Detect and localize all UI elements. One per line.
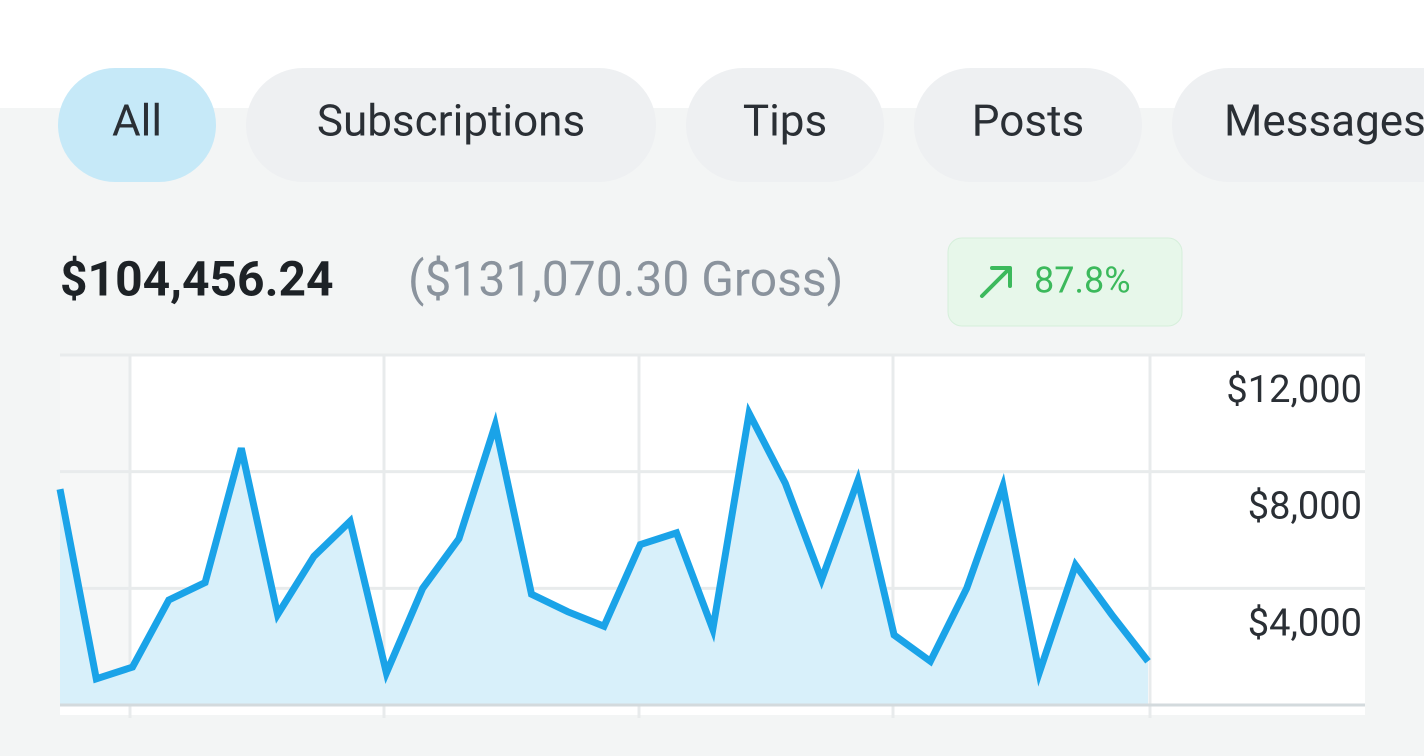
tab-label[interactable]: Messages (1224, 95, 1424, 147)
tab-label[interactable]: Tips (743, 95, 827, 147)
y-tick-label: $4,000 (1248, 601, 1362, 645)
plot: $4,000 $8,000 $12,000 (56, 353, 1365, 705)
tab-label[interactable]: Posts (972, 95, 1084, 147)
line (56, 402, 1151, 687)
tab-chip[interactable] (914, 68, 1142, 182)
area (60, 413, 1148, 705)
trend-icon (980, 266, 1012, 298)
tab-chip[interactable] (246, 68, 656, 182)
tab-chip[interactable] (58, 68, 216, 182)
tab-bar: All Subscriptions Tips Posts Messages (58, 68, 1424, 182)
tab-chip[interactable] (686, 68, 884, 182)
change-percent: 87.8% (1034, 260, 1131, 302)
y-tick-label: $8,000 (1248, 485, 1362, 529)
tab-chip[interactable] (1172, 68, 1424, 182)
net-total: $104,456.24 (60, 251, 334, 308)
change-badge (947, 237, 1183, 327)
tab-label[interactable]: All (112, 95, 162, 147)
tab-label[interactable]: Subscriptions (317, 95, 585, 147)
y-tick-label: $12,000 (1226, 368, 1362, 412)
gross-total: ($131,070.30 Gross) (408, 251, 843, 308)
